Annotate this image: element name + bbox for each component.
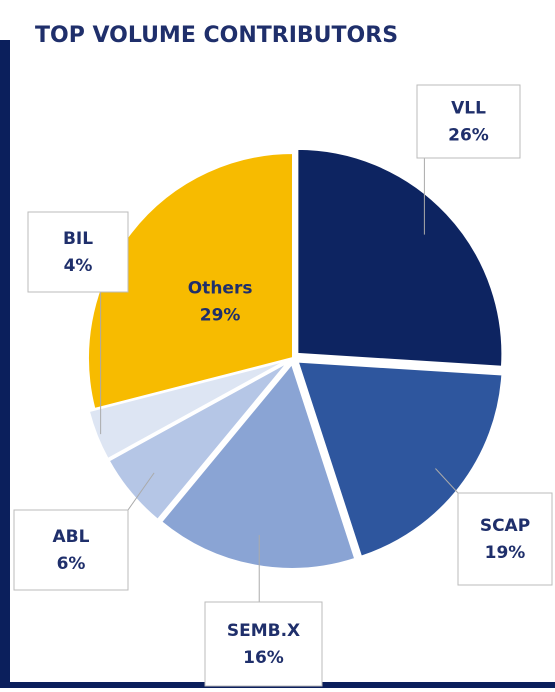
leader-line bbox=[127, 472, 155, 511]
slice-value-label: 19% bbox=[485, 543, 526, 563]
pie-slice bbox=[107, 360, 290, 522]
slice-value-label: 4% bbox=[64, 256, 93, 276]
slice-label: SCAP bbox=[480, 516, 530, 536]
label-box bbox=[416, 84, 521, 159]
slice-value-label: 26% bbox=[448, 126, 489, 146]
slice-label: SEMB.X bbox=[227, 621, 300, 641]
slice-value-label: 29% bbox=[200, 305, 241, 325]
slice-value-label: 6% bbox=[57, 554, 86, 574]
slice-value-label: 16% bbox=[243, 648, 284, 668]
label-box bbox=[204, 601, 323, 687]
slice-label: BIL bbox=[63, 229, 93, 249]
slice-label: Others bbox=[188, 278, 253, 298]
pie-slice bbox=[296, 360, 504, 558]
pie-slice bbox=[87, 151, 294, 411]
slice-label: VLL bbox=[451, 99, 486, 119]
pie-slice bbox=[296, 147, 504, 368]
chart-title: TOP VOLUME CONTRIBUTORS bbox=[35, 23, 398, 48]
pie-slice bbox=[159, 361, 357, 570]
label-box bbox=[27, 211, 129, 293]
leader-line bbox=[435, 468, 459, 494]
slice-label: ABL bbox=[53, 527, 90, 547]
pie-slice bbox=[87, 359, 288, 461]
label-box bbox=[13, 509, 129, 591]
label-box bbox=[457, 492, 553, 586]
